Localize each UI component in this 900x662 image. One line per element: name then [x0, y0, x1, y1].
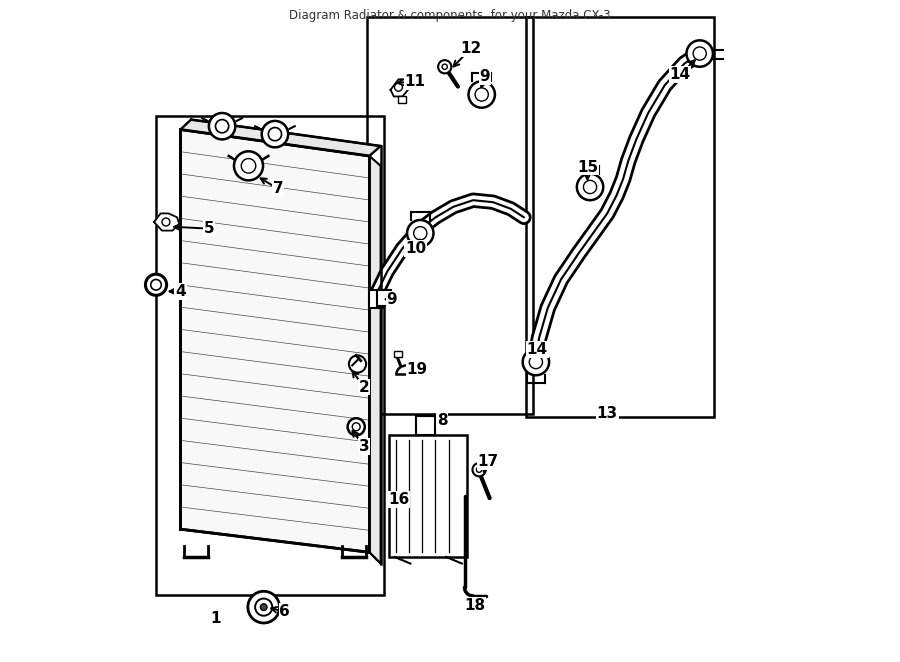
Bar: [156, 117, 384, 595]
Circle shape: [215, 120, 229, 133]
Polygon shape: [399, 97, 407, 103]
Circle shape: [234, 152, 263, 180]
Text: 18: 18: [464, 598, 486, 612]
Circle shape: [577, 173, 603, 200]
Circle shape: [442, 64, 447, 70]
Bar: [526, 17, 715, 417]
Circle shape: [260, 604, 267, 610]
Bar: [416, 416, 436, 435]
Text: 9: 9: [387, 292, 397, 307]
Text: Diagram Radiator & components. for your Mazda CX-3: Diagram Radiator & components. for your …: [289, 9, 611, 22]
Bar: [389, 435, 467, 557]
Text: 14: 14: [670, 67, 690, 82]
Text: 6: 6: [280, 604, 290, 619]
Circle shape: [472, 463, 486, 477]
Circle shape: [349, 355, 366, 373]
Bar: [367, 17, 533, 414]
Circle shape: [529, 355, 543, 369]
Text: 10: 10: [405, 241, 427, 256]
Circle shape: [262, 121, 288, 148]
Text: 14: 14: [526, 342, 548, 357]
Circle shape: [268, 128, 282, 141]
Circle shape: [583, 180, 597, 193]
Polygon shape: [377, 290, 391, 306]
Circle shape: [150, 279, 161, 290]
Circle shape: [693, 47, 706, 60]
Polygon shape: [181, 130, 369, 552]
Text: 11: 11: [404, 73, 426, 89]
Text: 7: 7: [273, 181, 284, 197]
Text: 3: 3: [359, 439, 369, 454]
Circle shape: [476, 467, 482, 473]
Circle shape: [352, 423, 360, 431]
Text: 4: 4: [176, 284, 185, 299]
Circle shape: [248, 591, 280, 623]
Circle shape: [146, 274, 166, 295]
Text: 8: 8: [436, 412, 447, 428]
Circle shape: [407, 220, 434, 246]
Text: 17: 17: [478, 454, 499, 469]
Circle shape: [394, 83, 402, 91]
Text: 12: 12: [461, 41, 482, 56]
Text: 5: 5: [203, 221, 214, 236]
Text: 1: 1: [211, 611, 220, 626]
Text: 15: 15: [577, 160, 598, 175]
Circle shape: [523, 349, 549, 375]
Circle shape: [209, 113, 235, 140]
Polygon shape: [391, 79, 409, 97]
Polygon shape: [181, 120, 381, 156]
Bar: [394, 352, 401, 357]
Circle shape: [347, 418, 365, 436]
Text: 19: 19: [407, 362, 428, 377]
Polygon shape: [154, 213, 179, 230]
Circle shape: [475, 88, 489, 101]
Circle shape: [162, 218, 170, 226]
Circle shape: [469, 81, 495, 108]
Polygon shape: [369, 156, 381, 563]
Circle shape: [255, 598, 273, 616]
Polygon shape: [369, 290, 384, 308]
Text: 2: 2: [359, 379, 370, 395]
Text: 16: 16: [388, 492, 410, 507]
Text: 13: 13: [597, 406, 617, 421]
Circle shape: [687, 40, 713, 67]
Text: 9: 9: [480, 69, 491, 84]
Circle shape: [414, 226, 427, 240]
Circle shape: [241, 159, 256, 173]
Circle shape: [438, 60, 451, 73]
